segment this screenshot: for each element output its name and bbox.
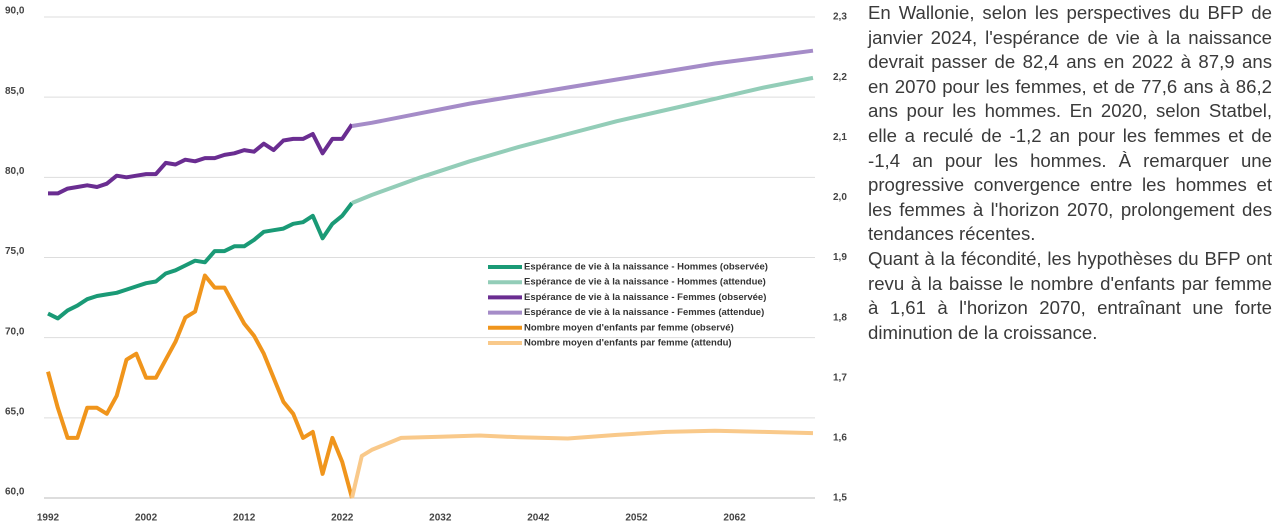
legend-label: Nombre moyen d'enfants par femme (observ… xyxy=(524,322,734,333)
x-tick-label: 2012 xyxy=(233,513,256,524)
legend-label: Espérance de vie à la naissance - Hommes… xyxy=(524,277,766,288)
paragraph: Quant à la fécondité, les hypothèses du … xyxy=(868,247,1272,343)
legend-label: Espérance de vie à la naissance - Femmes… xyxy=(524,307,764,318)
y2-tick-label: 1,7 xyxy=(833,372,847,383)
chart: 60,0 65,0 70,0 75,0 80,0 85,0 90,0 1,5 1,6 1,7 1,8… xyxy=(5,6,847,524)
x-tick-label: 1992 xyxy=(37,513,60,524)
x-tick-label: 2042 xyxy=(527,513,550,524)
y2-tick-label: 1,5 xyxy=(833,493,847,504)
y-tick-label: 85,0 xyxy=(5,86,25,97)
y-tick-label: 70,0 xyxy=(5,326,25,337)
y-tick-label: 60,0 xyxy=(5,487,25,498)
y-tick-label: 90,0 xyxy=(5,6,25,17)
y2-tick-label: 1,9 xyxy=(833,252,847,263)
y2-tick-label: 1,8 xyxy=(833,312,847,323)
x-tick-label: 2022 xyxy=(331,513,354,524)
legend-label: Nombre moyen d'enfants par femme (attend… xyxy=(524,338,732,349)
commentary: En Wallonie, selon les perspectives du B… xyxy=(868,1,1272,345)
y2-tick-label: 2,0 xyxy=(833,192,847,203)
y-tick-label: 75,0 xyxy=(5,246,25,257)
x-tick-label: 2002 xyxy=(135,513,158,524)
legend-label: Espérance de vie à la naissance - Hommes… xyxy=(524,262,768,273)
y2-tick-label: 2,2 xyxy=(833,72,847,83)
x-tick-label: 2052 xyxy=(625,513,648,524)
paragraph: En Wallonie, selon les perspectives du B… xyxy=(868,2,1272,245)
series-line xyxy=(48,123,354,196)
y-tick-label: 65,0 xyxy=(5,406,25,417)
series-line xyxy=(350,428,814,499)
y2-tick-label: 1,6 xyxy=(833,433,847,444)
series-line xyxy=(351,48,814,128)
x-tick-label: 2032 xyxy=(429,513,452,524)
series-line xyxy=(47,201,354,321)
y-tick-label: 80,0 xyxy=(5,166,25,177)
x-tick-label: 2062 xyxy=(723,513,746,524)
legend-label: Espérance de vie à la naissance - Femmes… xyxy=(524,292,766,303)
series-line xyxy=(46,273,354,499)
y2-tick-label: 2,1 xyxy=(833,132,847,143)
y2-tick-label: 2,3 xyxy=(833,12,847,23)
series-line xyxy=(351,75,814,205)
